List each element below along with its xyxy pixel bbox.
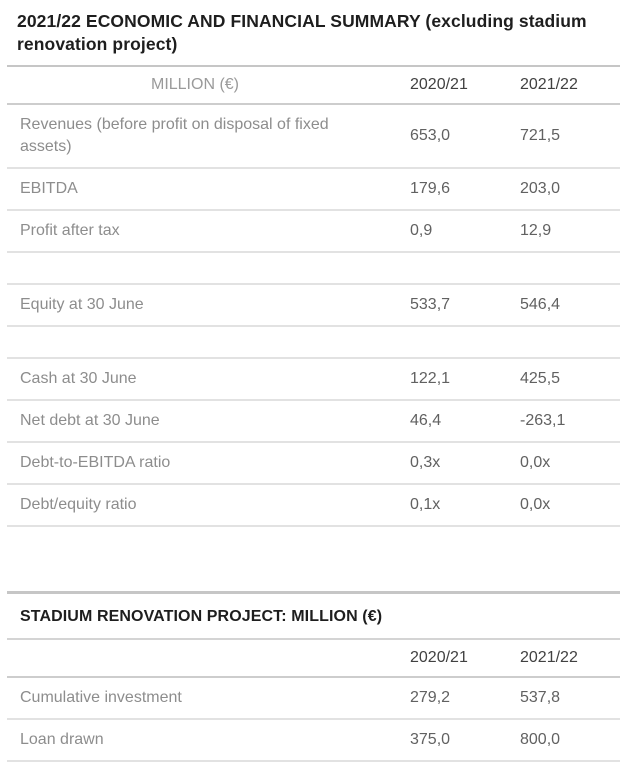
row-value-2020-21: 0,1x (410, 484, 520, 527)
table-spacer-row (7, 326, 620, 359)
column-header-2020-21: 2020/21 (410, 66, 520, 105)
row-label: Net debt at 30 June (7, 400, 410, 443)
table-row: Loan drawn 375,0 800,0 (7, 719, 621, 762)
stadium-renovation-table: STADIUM RENOVATION PROJECT: MILLION (€) … (7, 591, 621, 762)
row-label (7, 326, 410, 359)
summary-header-row: MILLION (€) 2020/21 2021/22 (7, 66, 620, 105)
table-row: Net debt at 30 June 46,4 -263,1 (7, 400, 620, 443)
table-row: Revenues (before profit on disposal of f… (7, 104, 620, 169)
row-value-2020-21: 653,0 (410, 104, 520, 169)
column-header-2020-21: 2020/21 (410, 639, 520, 678)
row-label: Cumulative investment (7, 677, 410, 720)
row-value-2021-22: 203,0 (520, 168, 620, 211)
row-label: Debt/equity ratio (7, 484, 410, 527)
table-row: Cumulative investment 279,2 537,8 (7, 677, 621, 720)
row-value-2020-21: 0,3x (410, 442, 520, 485)
row-value-2020-21: 179,6 (410, 168, 520, 211)
row-value-2021-22: 546,4 (520, 284, 620, 327)
row-label (7, 252, 410, 285)
row-label: Equity at 30 June (7, 284, 410, 327)
row-value-2020-21: 46,4 (410, 400, 520, 443)
table-row: Cash at 30 June 122,1 425,5 (7, 358, 620, 401)
row-value-2020-21: 279,2 (410, 677, 520, 720)
row-value-2021-22: 0,0x (520, 484, 620, 527)
row-label: EBITDA (7, 168, 410, 211)
table-spacer-row (7, 252, 620, 285)
row-value-2021-22 (520, 252, 620, 285)
stadium-header-row: 2020/21 2021/22 (7, 639, 621, 678)
row-value-2021-22: 537,8 (520, 677, 621, 720)
row-value-2021-22: 0,0x (520, 442, 620, 485)
stadium-table-body: Cumulative investment 279,2 537,8 Loan draw… (7, 677, 621, 762)
table-row: EBITDA 179,6 203,0 (7, 168, 620, 211)
row-value-2020-21: 375,0 (410, 719, 520, 762)
table-row: Equity at 30 June 533,7 546,4 (7, 284, 620, 327)
summary-table-body: Revenues (before profit on disposal of f… (7, 104, 620, 527)
column-header-2021-22: 2021/22 (520, 639, 621, 678)
row-value-2020-21 (410, 326, 520, 359)
table-row: Profit after tax 0,9 12,9 (7, 210, 620, 253)
row-value-2021-22: -263,1 (520, 400, 620, 443)
row-label: Loan drawn (7, 719, 410, 762)
stadium-title-row: STADIUM RENOVATION PROJECT: MILLION (€) (7, 592, 621, 640)
row-label: Revenues (before profit on disposal of f… (7, 104, 410, 169)
table-row: Debt/equity ratio 0,1x 0,0x (7, 484, 620, 527)
row-value-2020-21: 122,1 (410, 358, 520, 401)
row-value-2021-22 (520, 326, 620, 359)
page-title: 2021/22 ECONOMIC AND FINANCIAL SUMMARY (… (17, 11, 587, 54)
row-value-2020-21: 0,9 (410, 210, 520, 253)
row-value-2021-22: 800,0 (520, 719, 621, 762)
table-row: Debt-to-EBITDA ratio 0,3x 0,0x (7, 442, 620, 485)
row-value-2020-21 (410, 252, 520, 285)
row-value-2021-22: 721,5 (520, 104, 620, 169)
row-label: Cash at 30 June (7, 358, 410, 401)
column-header-empty (7, 639, 410, 678)
column-header-million-eur: MILLION (€) (7, 66, 410, 105)
column-header-2021-22: 2021/22 (520, 66, 620, 105)
economic-summary-table: MILLION (€) 2020/21 2021/22 Revenues (be… (7, 65, 620, 527)
row-value-2021-22: 12,9 (520, 210, 620, 253)
stadium-section-title: STADIUM RENOVATION PROJECT: MILLION (€) (7, 592, 621, 640)
row-label: Profit after tax (7, 210, 410, 253)
row-label: Debt-to-EBITDA ratio (7, 442, 410, 485)
row-value-2021-22: 425,5 (520, 358, 620, 401)
row-value-2020-21: 533,7 (410, 284, 520, 327)
